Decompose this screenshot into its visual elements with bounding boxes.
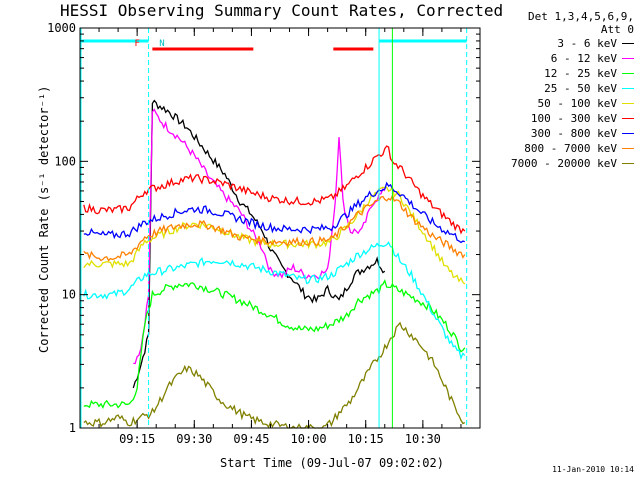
legend-swatch [622,103,634,104]
legend-entry-7: 800 - 7000 keV [484,141,634,156]
legend-entry-8: 7000 - 20000 keV [484,156,634,171]
legend-label: 50 - 100 keV [537,97,617,110]
timestamp: 11-Jan-2010 10:14 [552,465,634,474]
series-line-4 [83,185,466,285]
x-tick-label-4: 10:15 [348,432,384,446]
series-line-2 [83,279,466,410]
legend-swatch [622,58,634,59]
legend-swatch [622,148,634,149]
legend-entry-1: 6 - 12 keV [484,51,634,66]
legend-header-line-1: Det 1,3,4,5,6,9, [528,10,634,23]
legend-swatch [622,163,634,164]
legend-label: 3 - 6 keV [557,37,617,50]
legend-entry-3: 25 - 50 keV [484,81,634,96]
marker-n: N [159,39,164,49]
y-tick-label-0: 1 [69,421,76,435]
legend-label: 25 - 50 keV [544,82,617,95]
legend-label: 12 - 25 keV [544,67,617,80]
legend-label: 100 - 300 keV [530,112,617,125]
plot-frame [79,27,481,429]
legend-label: 7000 - 20000 keV [511,157,617,170]
x-tick-label-3: 10:00 [291,432,327,446]
series-line-6 [83,181,465,244]
y-tick-label-2: 100 [54,154,76,168]
series-line-1 [133,108,386,365]
legend-label: 800 - 7000 keV [524,142,617,155]
x-tick-label-1: 09:30 [176,432,212,446]
legend-label: 300 - 800 keV [530,127,617,140]
x-tick-label-2: 09:45 [233,432,269,446]
x-tick-label-0: 09:15 [119,432,155,446]
legend-swatch [622,118,634,119]
legend-swatch [622,88,634,89]
legend-entry-0: 3 - 6 keV [484,36,634,51]
marker-f: F [134,39,139,49]
x-tick-label-5: 10:30 [405,432,441,446]
y-tick-label-1: 10 [62,288,76,302]
legend-swatch [622,73,634,74]
series-line-3 [83,241,466,361]
legend-entry-2: 12 - 25 keV [484,66,634,81]
legend-header-line-2: Att 0 [600,23,634,36]
legend-label: 6 - 12 keV [550,52,617,65]
legend: Det 1,3,4,5,6,9, Att 0 3 - 6 keV 6 - 12 k… [484,10,634,171]
series-line-5 [83,145,466,235]
legend-swatch [622,43,634,44]
series-line-8 [83,321,466,430]
series-line-0 [132,99,386,389]
y-tick-label-3: 1000 [47,21,76,35]
chart-title: HESSI Observing Summary Count Rates, Cor… [60,1,504,20]
series-line-7 [83,193,466,262]
legend-entry-5: 100 - 300 keV [484,111,634,126]
legend-swatch [622,133,634,134]
legend-entry-6: 300 - 800 keV [484,126,634,141]
x-axis-label: Start Time (09-Jul-07 09:02:02) [220,456,444,470]
legend-entry-4: 50 - 100 keV [484,96,634,111]
